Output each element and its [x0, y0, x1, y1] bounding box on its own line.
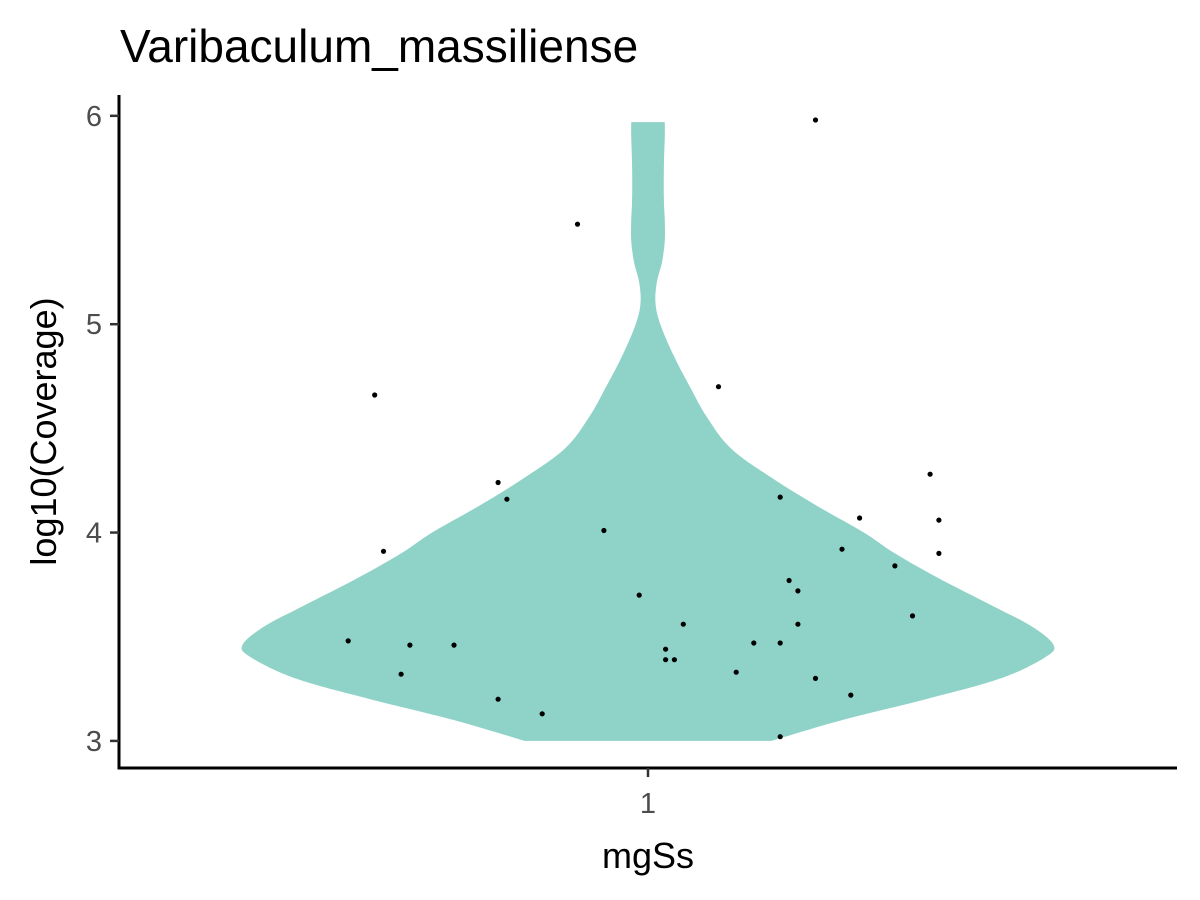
- data-point: [786, 577, 792, 584]
- data-point: [372, 392, 378, 398]
- data-point: [909, 613, 916, 619]
- data-point: [398, 671, 404, 677]
- data-point: [777, 734, 783, 740]
- data-point: [927, 471, 933, 477]
- data-point: [715, 384, 722, 390]
- data-point: [936, 517, 942, 523]
- chart-title: Varibaculum_massiliense: [120, 20, 638, 72]
- y-tick-label: 4: [86, 518, 102, 550]
- data-point: [936, 550, 942, 557]
- data-point: [795, 588, 801, 594]
- data-point: [777, 494, 783, 500]
- data-point: [733, 669, 739, 675]
- data-point: [751, 640, 757, 646]
- y-axis-ticks: 3 4 5 6: [86, 101, 119, 758]
- x-tick-label: 1: [640, 788, 656, 820]
- data-point: [380, 548, 387, 554]
- data-point: [504, 496, 510, 502]
- x-axis-ticks: 1: [640, 768, 656, 820]
- data-point: [663, 657, 669, 663]
- data-point: [495, 479, 501, 486]
- data-point: [345, 638, 351, 644]
- y-tick-label: 6: [86, 101, 102, 133]
- data-point: [857, 515, 863, 521]
- data-point: [636, 592, 642, 598]
- data-point: [839, 546, 845, 552]
- violin-shape: [241, 122, 1055, 741]
- data-point: [495, 696, 501, 702]
- data-point: [601, 527, 607, 534]
- data-point: [451, 642, 457, 648]
- y-axis-title: log10(Coverage): [23, 297, 64, 565]
- data-point: [892, 563, 898, 569]
- data-point: [663, 646, 669, 652]
- data-point: [539, 711, 545, 717]
- data-point: [671, 657, 678, 663]
- data-point: [812, 117, 819, 123]
- data-point: [680, 621, 686, 627]
- x-axis-title: mgSs: [602, 835, 694, 876]
- y-tick-label: 3: [86, 726, 102, 758]
- data-point: [848, 692, 854, 698]
- data-point: [574, 221, 581, 227]
- data-point: [407, 642, 413, 648]
- data-point: [795, 621, 801, 627]
- plot-area: [241, 117, 1055, 741]
- data-point: [777, 640, 783, 646]
- y-tick-label: 5: [86, 309, 102, 341]
- data-point: [812, 675, 819, 682]
